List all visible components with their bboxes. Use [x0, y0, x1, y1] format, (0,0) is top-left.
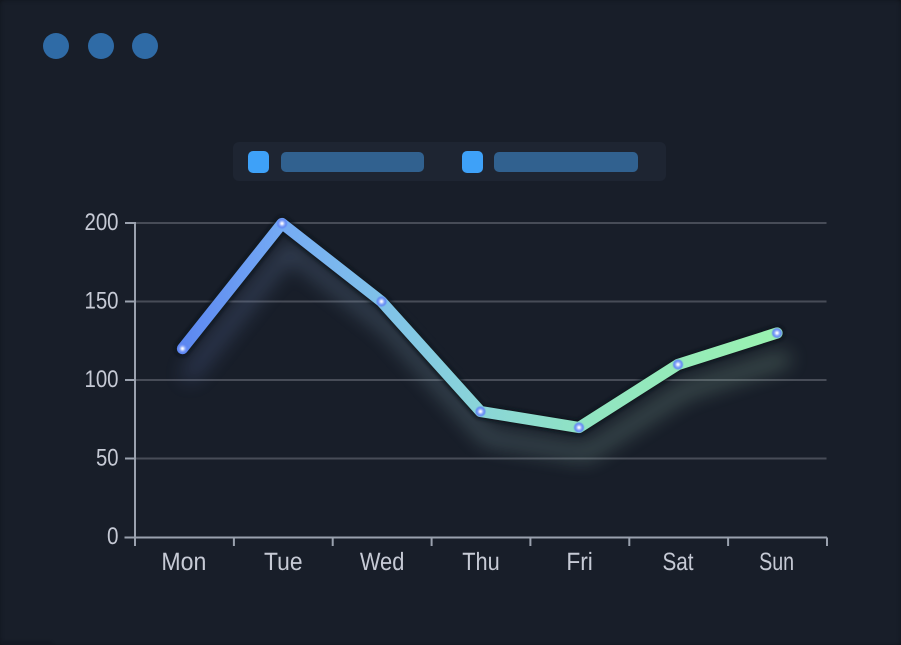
svg-text:Wed: Wed [360, 548, 405, 576]
svg-text:Tue: Tue [264, 548, 303, 576]
svg-text:0: 0 [107, 523, 119, 550]
svg-text:150: 150 [85, 287, 119, 314]
svg-text:Mon: Mon [161, 548, 206, 576]
svg-text:200: 200 [85, 209, 119, 236]
svg-text:Fri: Fri [566, 548, 593, 576]
svg-text:Sat: Sat [663, 548, 694, 576]
svg-text:Thu: Thu [462, 548, 500, 576]
svg-text:Sun: Sun [759, 548, 794, 576]
svg-text:100: 100 [85, 366, 119, 393]
svg-text:50: 50 [96, 444, 119, 471]
